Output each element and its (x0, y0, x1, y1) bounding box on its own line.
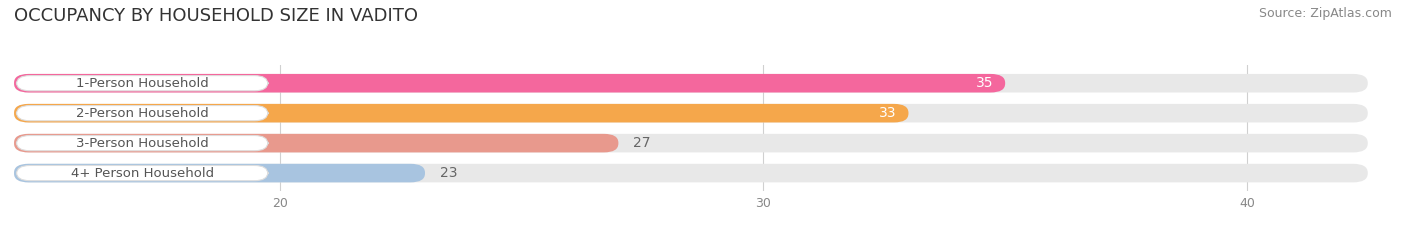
FancyBboxPatch shape (14, 74, 1368, 93)
Text: Source: ZipAtlas.com: Source: ZipAtlas.com (1258, 7, 1392, 20)
FancyBboxPatch shape (17, 165, 269, 181)
FancyBboxPatch shape (14, 104, 1368, 123)
Text: 27: 27 (633, 136, 651, 150)
Text: 4+ Person Household: 4+ Person Household (70, 167, 214, 180)
FancyBboxPatch shape (14, 134, 619, 152)
FancyBboxPatch shape (17, 106, 269, 121)
Text: 35: 35 (976, 76, 993, 90)
FancyBboxPatch shape (17, 136, 269, 151)
FancyBboxPatch shape (14, 164, 1368, 182)
Text: OCCUPANCY BY HOUSEHOLD SIZE IN VADITO: OCCUPANCY BY HOUSEHOLD SIZE IN VADITO (14, 7, 418, 25)
Text: 2-Person Household: 2-Person Household (76, 107, 208, 120)
Text: 23: 23 (440, 166, 457, 180)
FancyBboxPatch shape (14, 164, 425, 182)
FancyBboxPatch shape (14, 104, 908, 123)
FancyBboxPatch shape (14, 134, 1368, 152)
Text: 1-Person Household: 1-Person Household (76, 77, 208, 90)
Text: 3-Person Household: 3-Person Household (76, 137, 208, 150)
FancyBboxPatch shape (17, 75, 269, 91)
Text: 33: 33 (879, 106, 897, 120)
FancyBboxPatch shape (14, 74, 1005, 93)
